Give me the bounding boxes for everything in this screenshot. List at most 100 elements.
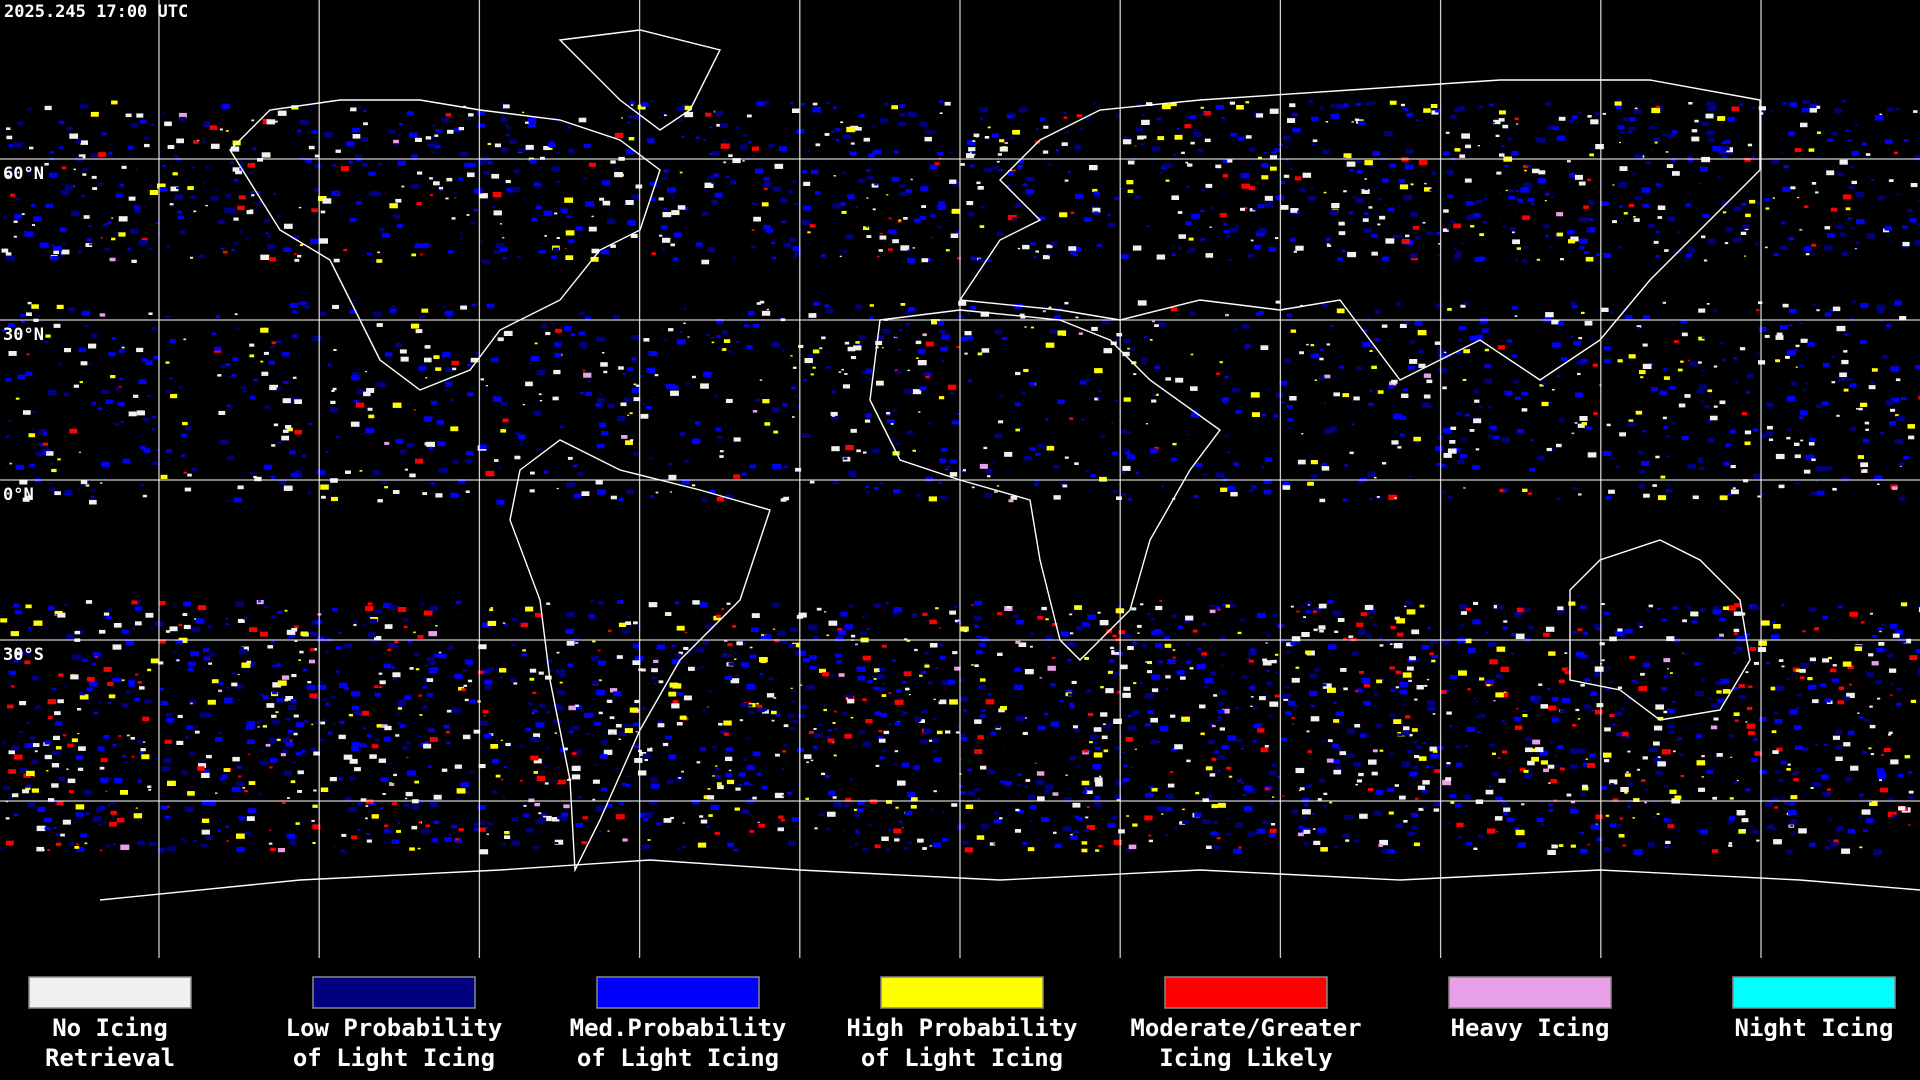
- icing-pixel: [1063, 116, 1068, 119]
- icing-pixel: [1256, 612, 1266, 619]
- icing-pixel: [1429, 766, 1434, 769]
- icing-pixel: [563, 804, 570, 809]
- icing-pixel: [1156, 805, 1166, 812]
- icing-pixel: [1219, 213, 1227, 218]
- icing-pixel: [1758, 717, 1767, 722]
- icing-pixel: [762, 399, 770, 404]
- icing-pixel: [957, 413, 961, 416]
- icing-pixel: [463, 684, 468, 687]
- icing-pixel: [76, 489, 80, 491]
- icing-pixel: [964, 352, 968, 355]
- icing-pixel: [1564, 670, 1572, 675]
- icing-pixel: [1340, 668, 1347, 672]
- icing-pixel: [866, 169, 871, 172]
- icing-pixel: [940, 334, 950, 340]
- icing-pixel: [369, 802, 376, 806]
- icing-pixel: [64, 184, 74, 190]
- icing-pixel: [321, 495, 326, 499]
- icing-pixel: [1268, 247, 1277, 252]
- icing-pixel: [564, 247, 567, 249]
- icing-pixel: [907, 307, 915, 312]
- icing-pixel: [10, 631, 19, 637]
- icing-pixel: [849, 846, 852, 848]
- icing-pixel: [964, 331, 972, 336]
- icing-pixel: [1297, 716, 1301, 719]
- icing-pixel: [1248, 147, 1255, 152]
- icing-pixel: [207, 699, 216, 705]
- icing-pixel: [794, 251, 802, 256]
- icing-pixel: [1225, 313, 1229, 317]
- icing-pixel: [1868, 385, 1876, 390]
- icing-pixel: [1362, 329, 1368, 332]
- icing-pixel: [445, 382, 453, 387]
- icing-pixel: [83, 215, 90, 219]
- icing-pixel: [222, 250, 228, 254]
- icing-pixel: [1807, 677, 1813, 681]
- icing-pixel: [1135, 126, 1144, 132]
- icing-pixel: [678, 777, 682, 779]
- icing-pixel: [635, 731, 638, 733]
- icing-pixel: [177, 714, 183, 718]
- icing-pixel: [384, 824, 389, 828]
- icing-pixel: [1587, 115, 1592, 118]
- icing-pixel: [1646, 609, 1650, 611]
- icing-pixel: [1477, 145, 1480, 147]
- icing-pixel: [1655, 255, 1660, 258]
- icing-pixel: [625, 783, 631, 788]
- icing-pixel: [58, 673, 64, 677]
- icing-pixel: [1113, 718, 1122, 724]
- icing-pixel: [714, 192, 723, 198]
- icing-pixel: [1197, 148, 1204, 153]
- icing-pixel: [757, 821, 760, 824]
- icing-pixel: [1141, 119, 1150, 125]
- icing-pixel: [545, 659, 552, 664]
- icing-pixel: [50, 256, 59, 261]
- icing-pixel: [173, 605, 177, 608]
- icing-pixel: [1577, 111, 1582, 115]
- icing-pixel: [1379, 749, 1384, 752]
- icing-pixel: [1780, 152, 1784, 154]
- icing-pixel: [367, 632, 377, 638]
- icing-pixel: [73, 821, 77, 824]
- icing-pixel: [1808, 495, 1811, 497]
- icing-pixel: [1522, 488, 1528, 492]
- icing-pixel: [812, 635, 819, 640]
- icing-pixel: [1827, 138, 1833, 142]
- icing-pixel: [103, 822, 107, 825]
- icing-pixel: [1785, 661, 1788, 663]
- icing-pixel: [299, 244, 304, 246]
- icing-pixel: [1343, 637, 1348, 641]
- icing-pixel: [190, 651, 199, 657]
- icing-pixel: [1414, 321, 1423, 326]
- icing-pixel: [1230, 673, 1234, 676]
- icing-pixel: [272, 682, 282, 688]
- icing-pixel: [1886, 107, 1894, 112]
- icing-pixel: [181, 838, 185, 841]
- icing-pixel: [1534, 695, 1542, 700]
- icing-pixel: [624, 728, 633, 733]
- icing-pixel: [699, 602, 709, 608]
- icing-pixel: [21, 213, 25, 216]
- icing-pixel: [1099, 620, 1109, 626]
- icing-pixel: [1604, 359, 1611, 363]
- icing-pixel: [800, 103, 805, 106]
- icing-pixel: [435, 367, 442, 371]
- icing-pixel: [417, 635, 424, 639]
- icing-pixel: [320, 787, 329, 792]
- icing-pixel: [1264, 745, 1269, 748]
- icing-pixel: [300, 749, 306, 753]
- icing-pixel: [1816, 131, 1821, 134]
- icing-pixel: [614, 655, 619, 658]
- icing-pixel: [1644, 788, 1648, 791]
- icing-pixel: [803, 754, 812, 759]
- icing-pixel: [711, 181, 716, 184]
- icing-pixel: [256, 203, 260, 206]
- icing-pixel: [1589, 753, 1596, 758]
- icing-pixel: [683, 206, 689, 211]
- icing-pixel: [74, 630, 81, 635]
- icing-pixel: [98, 152, 107, 157]
- icing-pixel: [651, 676, 657, 680]
- icing-pixel: [1375, 723, 1383, 728]
- icing-pixel: [843, 830, 846, 833]
